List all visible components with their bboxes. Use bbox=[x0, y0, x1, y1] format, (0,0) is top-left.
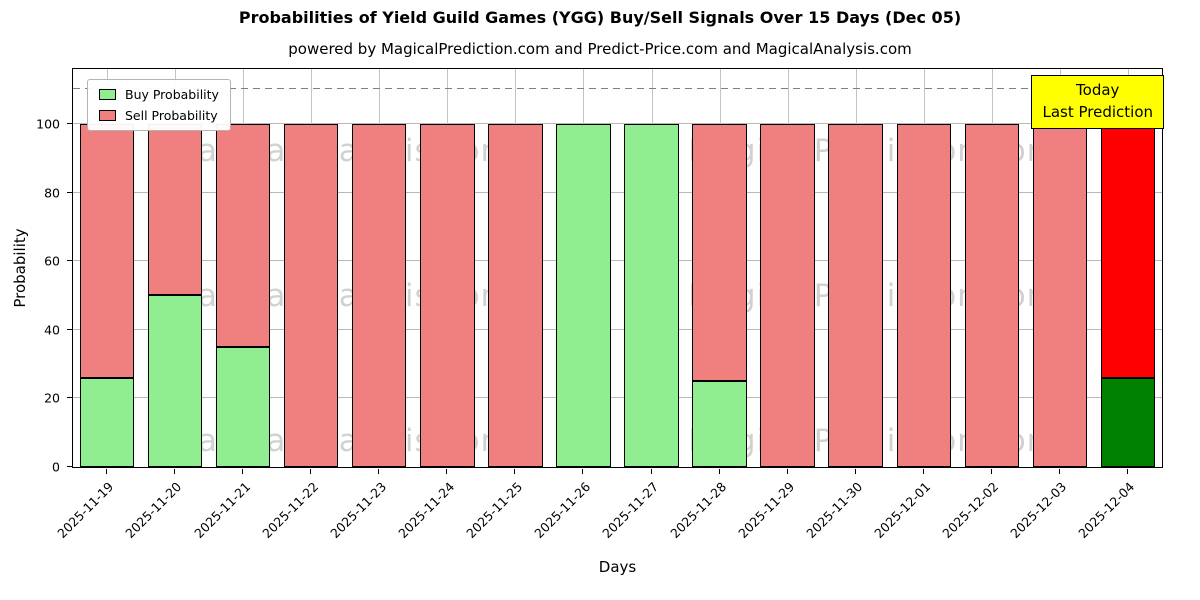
y-tick-mark bbox=[67, 122, 72, 124]
bar-segment-buy bbox=[79, 377, 135, 467]
y-tick-mark bbox=[67, 466, 72, 467]
x-tick-mark bbox=[922, 469, 924, 474]
x-tick-mark bbox=[514, 469, 516, 474]
bar-segment-sell bbox=[964, 123, 1020, 467]
y-tick-label: 0 bbox=[52, 459, 60, 475]
x-tick-label: 2025-12-03 bbox=[1007, 479, 1070, 541]
x-tick-label: 2025-11-22 bbox=[258, 479, 321, 541]
bar-segment-sell bbox=[215, 123, 271, 347]
legend-row-sell: Sell Probability bbox=[99, 108, 219, 123]
x-tick-label: 2025-11-19 bbox=[54, 479, 117, 541]
legend-row-buy: Buy Probability bbox=[99, 87, 219, 102]
x-tick-label: 2025-11-30 bbox=[803, 479, 866, 541]
h-gridline bbox=[73, 328, 1162, 330]
h-gridline bbox=[73, 122, 1162, 124]
x-tick-mark bbox=[378, 469, 380, 474]
legend: Buy Probability Sell Probability bbox=[87, 79, 231, 131]
h-gridline bbox=[73, 191, 1162, 193]
bar-segment-buy bbox=[624, 123, 679, 467]
bar-segment-sell bbox=[828, 123, 883, 467]
x-tick-label: 2025-11-23 bbox=[326, 479, 389, 541]
x-tick-label: 2025-11-27 bbox=[599, 479, 662, 541]
buy-swatch-icon bbox=[99, 89, 116, 100]
bar-segment-buy bbox=[692, 381, 747, 467]
x-tick-label: 2025-11-24 bbox=[394, 479, 457, 541]
chart-title: Probabilities of Yield Guild Games (YGG)… bbox=[238, 8, 962, 27]
x-tick-mark bbox=[242, 469, 244, 474]
x-tick-mark bbox=[718, 469, 720, 474]
bar-segment-sell bbox=[692, 123, 747, 382]
dashed-threshold-line bbox=[73, 87, 1162, 90]
bar-segment-sell bbox=[283, 123, 339, 467]
x-axis-ticks: 2025-11-19 2025-11-20 2025-11-21 2025-11-22… bbox=[55, 469, 1163, 569]
legend-sell-label: Sell Probability bbox=[125, 108, 218, 123]
y-axis-label: Probability bbox=[11, 228, 29, 308]
y-tick-label: 20 bbox=[44, 390, 60, 406]
today-annotation-line2: Last Prediction bbox=[1042, 102, 1153, 121]
y-tick-mark bbox=[67, 397, 72, 399]
x-tick-label: 2025-11-25 bbox=[463, 479, 526, 541]
bar-segment-sell bbox=[420, 123, 475, 467]
y-tick-label: 100 bbox=[36, 116, 60, 132]
bar-segment-buy bbox=[147, 295, 203, 467]
x-tick-mark bbox=[854, 469, 856, 474]
chart-subtitle: powered by MagicalPrediction.com and Pre… bbox=[288, 40, 912, 58]
x-tick-mark bbox=[582, 469, 584, 474]
x-tick-mark bbox=[990, 469, 992, 474]
sell-swatch-icon bbox=[99, 110, 116, 121]
x-tick-mark bbox=[446, 469, 448, 474]
bar-segment-sell bbox=[79, 123, 135, 378]
bar-segment-sell bbox=[1100, 123, 1156, 378]
y-tick-label: 40 bbox=[44, 322, 60, 338]
h-gridline bbox=[73, 397, 1162, 399]
x-tick-label: 2025-12-04 bbox=[1075, 479, 1138, 541]
x-tick-label: 2025-11-28 bbox=[667, 479, 730, 541]
x-tick-mark bbox=[650, 469, 652, 474]
bar-segment-buy bbox=[556, 123, 611, 467]
x-axis-label: Days bbox=[598, 558, 637, 576]
y-tick-label: 80 bbox=[44, 185, 60, 201]
y-axis-ticks: 0 20 40 60 80 100 bbox=[0, 68, 72, 475]
bar-segment-sell bbox=[488, 123, 543, 467]
bar-segment-sell bbox=[896, 123, 951, 467]
today-annotation: Today Last Prediction bbox=[1031, 75, 1164, 129]
y-tick-mark bbox=[67, 260, 72, 262]
today-annotation-line1: Today bbox=[1076, 81, 1120, 99]
x-tick-label: 2025-12-02 bbox=[939, 479, 1002, 541]
x-tick-mark bbox=[310, 469, 312, 474]
bar-segment-sell bbox=[352, 123, 407, 467]
y-tick-mark bbox=[67, 191, 72, 193]
bar-segment-sell bbox=[1032, 123, 1088, 467]
h-gridline bbox=[73, 260, 1162, 262]
y-tick-label: 60 bbox=[44, 253, 60, 269]
plot-area: MagicalAnalysis.comMagicalPrediction.com… bbox=[72, 68, 1164, 468]
bar-segment-buy bbox=[215, 346, 271, 467]
bar-segment-buy bbox=[1100, 377, 1156, 467]
x-tick-label: 2025-12-01 bbox=[871, 479, 934, 541]
y-tick-mark bbox=[67, 328, 72, 330]
x-tick-label: 2025-11-20 bbox=[122, 479, 185, 541]
bar-segment-sell bbox=[147, 123, 203, 296]
bar-segment-sell bbox=[760, 123, 815, 467]
x-tick-mark bbox=[1058, 469, 1060, 474]
x-tick-mark bbox=[786, 469, 788, 474]
x-tick-label: 2025-11-21 bbox=[190, 479, 253, 541]
x-tick-label: 2025-11-26 bbox=[531, 479, 594, 541]
x-tick-mark bbox=[174, 469, 176, 474]
x-tick-label: 2025-11-29 bbox=[735, 479, 798, 541]
x-tick-mark bbox=[106, 469, 108, 474]
x-tick-mark bbox=[1126, 469, 1128, 474]
legend-buy-label: Buy Probability bbox=[125, 87, 219, 102]
